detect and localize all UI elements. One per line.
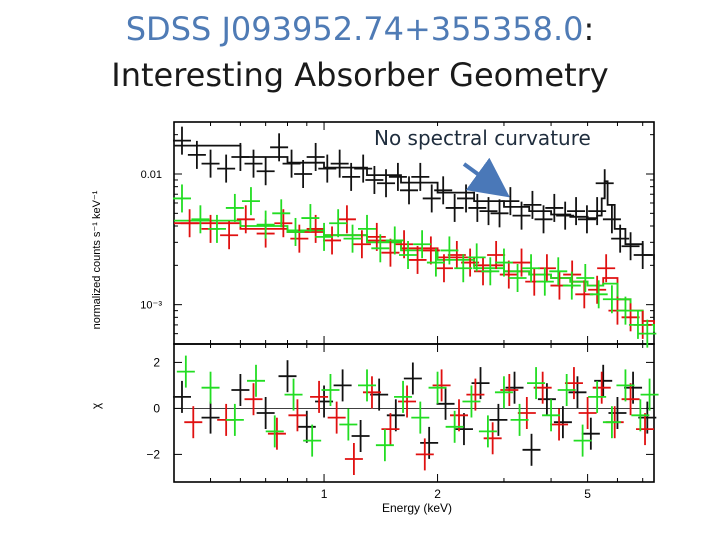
x-tick-label: 1 <box>321 487 328 501</box>
x-tick-label: 2 <box>434 487 441 501</box>
spectrum-figure: 1 2 5 0.01 10⁻³ 2 0 −2 normalized counts s⁻¹ ke… <box>72 110 662 522</box>
spectrum-plot: 1 2 5 0.01 10⁻³ 2 0 −2 normalized counts s⁻¹ ke… <box>89 121 659 515</box>
residual-ylabel: χ <box>89 402 103 409</box>
y-tick-label: 2 <box>153 355 160 369</box>
annotation-arrow <box>462 157 510 198</box>
spectrum-ylabel: normalized counts s⁻¹ keV⁻¹ <box>91 190 103 329</box>
slide-title-line2: Interesting Absorber Geometry <box>111 56 609 94</box>
y-tick-label: 0.01 <box>141 169 162 181</box>
model-step-red <box>174 222 655 325</box>
slide-title-line1: SDSS J093952.74+355358.0: <box>0 6 720 52</box>
annotation-no-curvature: No spectral curvature <box>372 126 593 150</box>
x-tick-label: 5 <box>584 487 591 501</box>
object-name: SDSS J093952.74+355358.0 <box>125 10 584 48</box>
y-tick-label: 10⁻³ <box>140 300 162 312</box>
model-step-green <box>174 219 655 332</box>
title-colon: : <box>583 10 595 48</box>
y-tick-label: 0 <box>153 401 160 415</box>
model-step-black <box>174 144 655 260</box>
y-tick-label: −2 <box>146 447 160 461</box>
slide-title: SDSS J093952.74+355358.0: Interesting Ab… <box>0 6 720 98</box>
residual-panel-frame <box>173 343 655 483</box>
x-axis-label: Energy (keV) <box>382 501 452 515</box>
